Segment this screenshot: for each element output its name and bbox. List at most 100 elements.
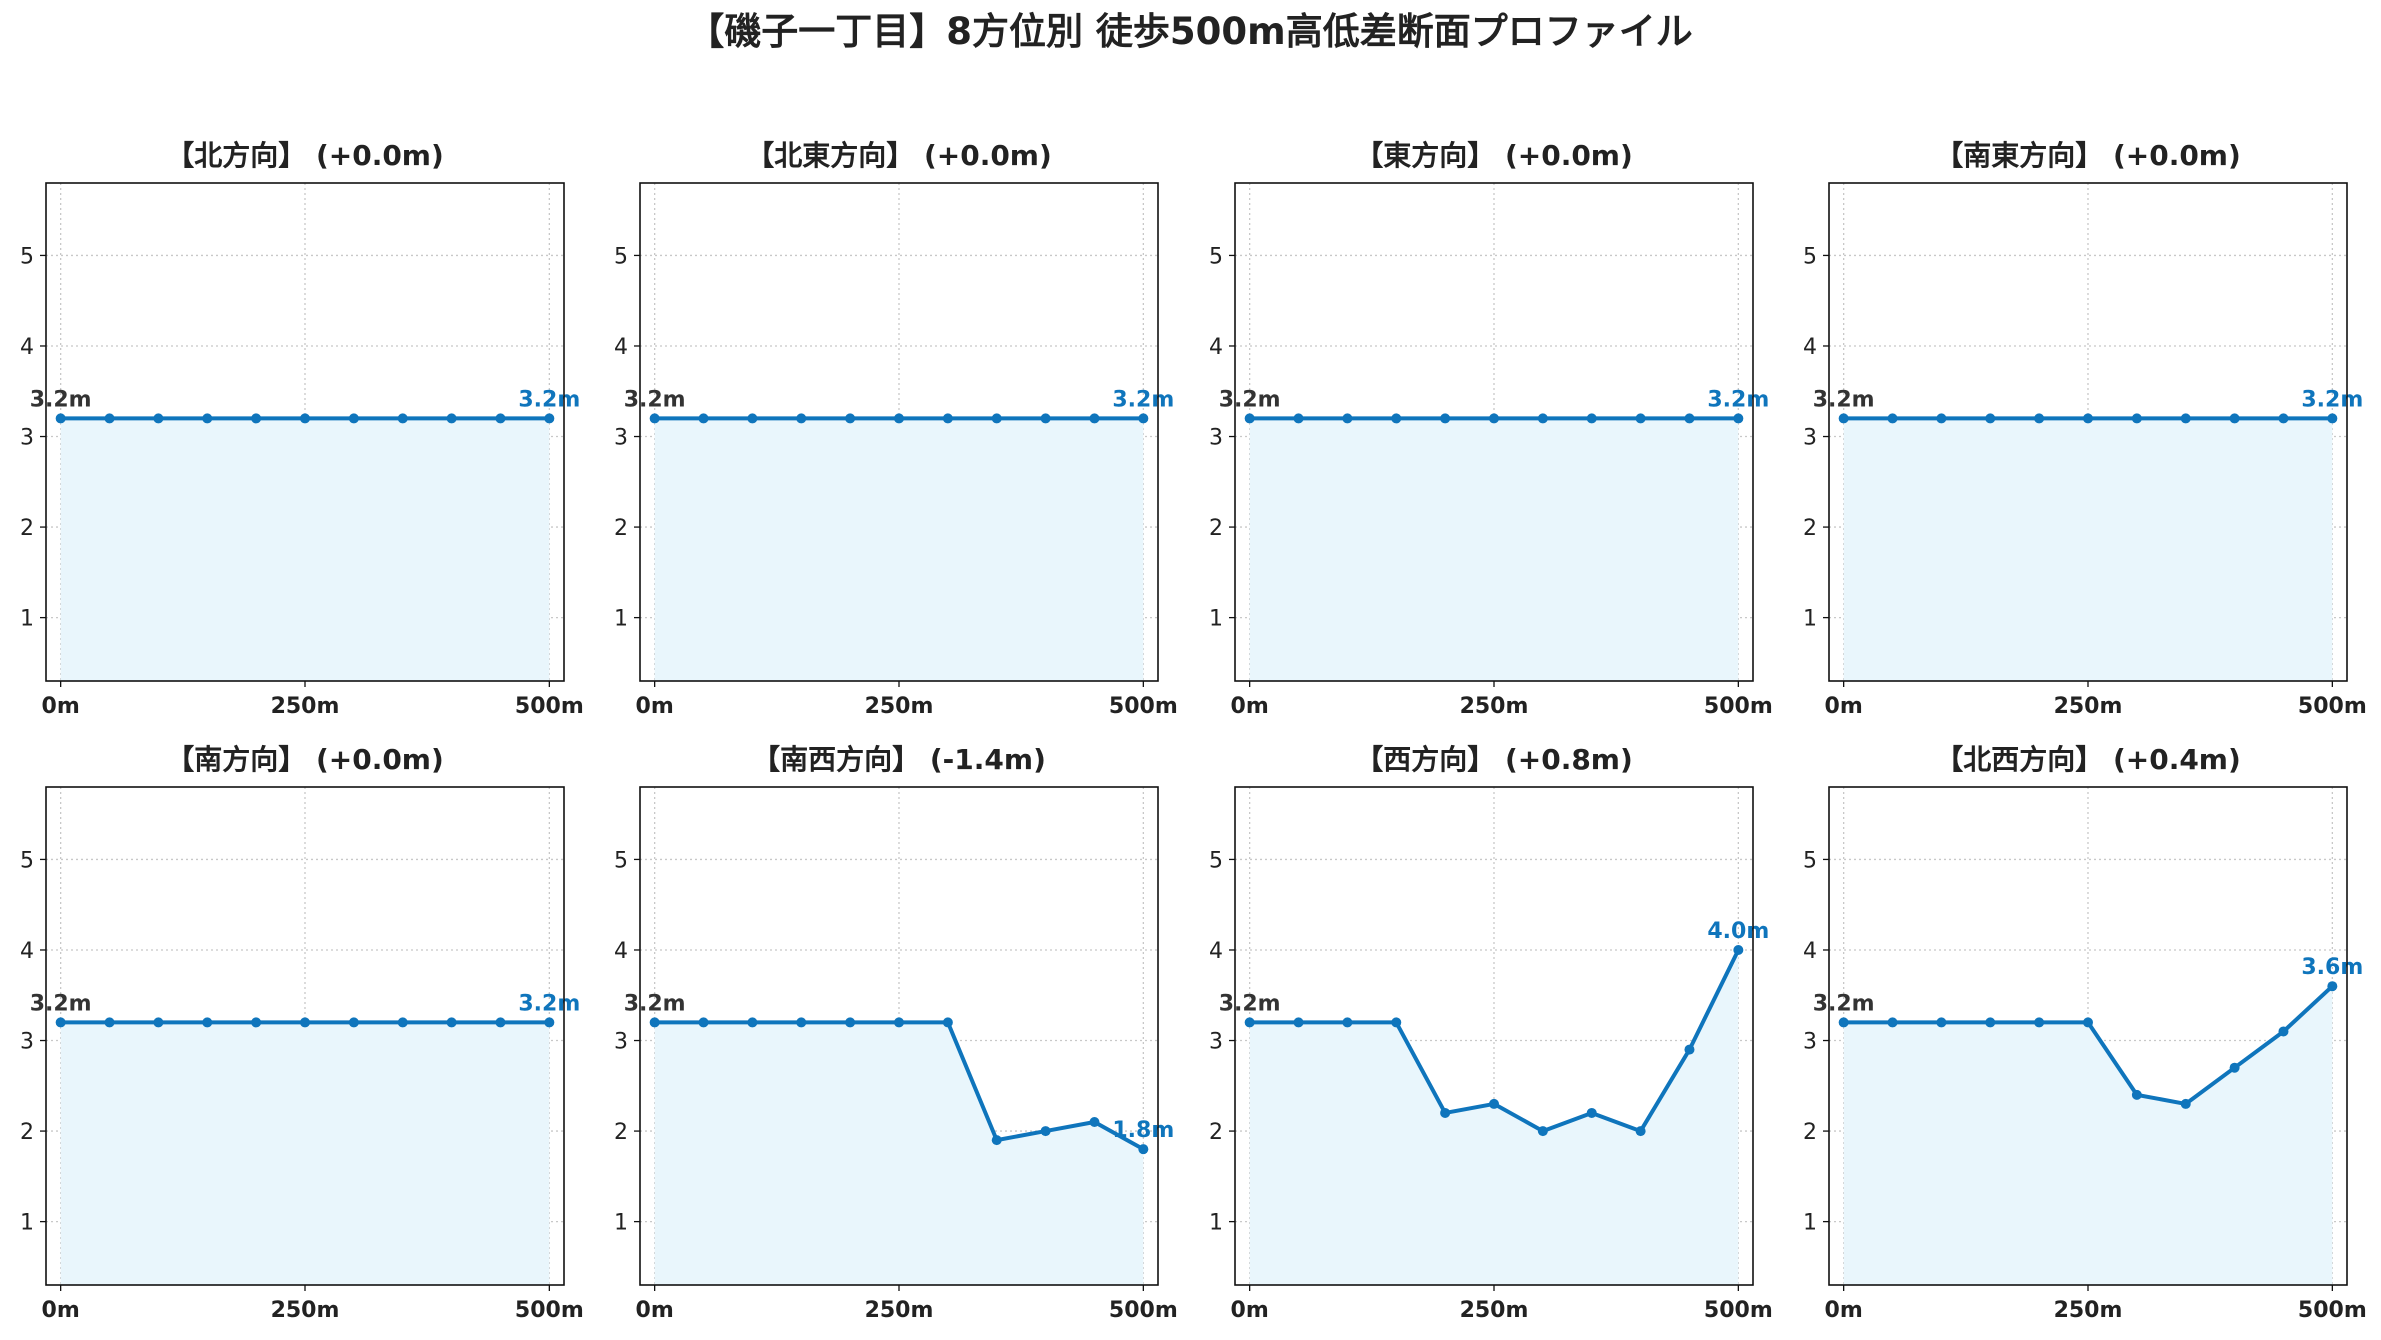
y-tick-label: 5 [1803,244,1817,269]
data-point [1040,413,1051,424]
x-tick-label: 0m [1231,1298,1269,1323]
data-point [1138,413,1149,424]
data-point [942,1017,953,1028]
data-point [348,413,359,424]
y-tick-label: 1 [20,1211,34,1236]
area-fill [654,1022,1144,1285]
profile-panel: 【南方向】 (+0.0m) 3.2m 3.2m 1 2 3 4 5 0m 250m 500m [20,743,584,1323]
data-point [1138,1144,1149,1155]
data-point [2229,1062,2240,1073]
data-point [649,413,660,424]
y-tick-label: 5 [1209,244,1223,269]
data-point [698,413,709,424]
x-tick-label: 0m [1825,694,1863,719]
data-point [251,413,262,424]
data-point [1635,1126,1646,1137]
data-point [1391,413,1402,424]
data-point [1635,413,1646,424]
y-tick-label: 3 [1803,426,1817,451]
data-point [1342,413,1353,424]
data-point [1089,413,1100,424]
data-point [1838,413,1849,424]
start-elevation-label: 3.2m [1219,991,1281,1016]
y-tick-label: 4 [1803,939,1817,964]
profile-panel: 【北西方向】 (+0.4m) 3.2m 3.6m 1 2 3 4 5 0m 250m 500m [1803,743,2367,1323]
x-tick-label: 250m [2054,1298,2123,1323]
data-point [1887,413,1898,424]
y-tick-label: 5 [614,848,628,873]
y-tick-label: 1 [1803,1211,1817,1236]
y-tick-label: 4 [20,939,34,964]
y-tick-label: 1 [614,1211,628,1236]
data-point [153,413,164,424]
y-tick-label: 2 [1803,1120,1817,1145]
start-elevation-label: 3.2m [624,991,686,1016]
panel-title: 【南方向】 (+0.0m) [166,743,444,776]
data-point [1489,1098,1499,1109]
data-point [991,413,1002,424]
start-elevation-label: 3.2m [30,387,92,412]
x-tick-label: 500m [1704,1298,1773,1323]
x-tick-label: 0m [636,694,674,719]
x-tick-label: 500m [1704,694,1773,719]
end-elevation-label: 3.2m [2301,387,2363,412]
data-point [544,413,555,424]
data-point [1537,1126,1548,1137]
data-point [1936,1017,1947,1028]
x-tick-label: 250m [865,1298,934,1323]
data-point [2034,413,2045,424]
x-tick-label: 250m [271,694,340,719]
x-tick-label: 250m [1460,1298,1529,1323]
y-tick-label: 5 [1803,848,1817,873]
x-tick-label: 250m [865,694,934,719]
y-tick-label: 2 [614,1120,628,1145]
area-fill [1249,949,1739,1285]
data-point [104,1017,115,1028]
data-point [845,413,856,424]
data-point [1293,413,1304,424]
data-point [1936,413,1947,424]
panel-title: 【南東方向】 (+0.0m) [1935,139,2241,172]
y-tick-label: 3 [614,426,628,451]
data-point [1040,1126,1051,1137]
data-point [446,1017,457,1028]
data-point [1342,1017,1353,1028]
data-point [2180,1098,2191,1109]
y-tick-label: 4 [614,335,628,360]
data-point [1244,413,1255,424]
data-point [1089,1117,1100,1128]
data-point [1733,944,1744,955]
x-tick-label: 500m [515,694,584,719]
area-fill [1843,986,2333,1285]
x-tick-label: 0m [42,694,80,719]
profile-panel: 【北方向】 (+0.0m) 3.2m 3.2m 1 2 3 4 5 0m 250m 500m [20,139,584,719]
end-elevation-label: 3.2m [1707,387,1769,412]
data-point [796,1017,807,1028]
data-point [1684,413,1695,424]
y-tick-label: 4 [20,335,34,360]
y-tick-label: 4 [1209,939,1223,964]
data-point [1985,413,1996,424]
profile-panel: 【東方向】 (+0.0m) 3.2m 3.2m 1 2 3 4 5 0m 250m 500m [1209,139,1773,719]
x-tick-label: 0m [42,1298,80,1323]
data-point [202,1017,213,1028]
end-elevation-label: 3.2m [518,991,580,1016]
y-tick-label: 3 [20,1030,34,1055]
data-point [1489,413,1499,424]
panel-title: 【北西方向】 (+0.4m) [1935,743,2241,776]
data-point [2327,981,2338,992]
x-tick-label: 500m [2298,694,2367,719]
data-point [397,1017,408,1028]
y-tick-label: 5 [20,848,34,873]
data-point [2180,413,2191,424]
y-tick-label: 2 [1209,516,1223,541]
y-tick-label: 1 [1803,607,1817,632]
panel-title: 【北東方向】 (+0.0m) [746,139,1052,172]
y-tick-label: 4 [614,939,628,964]
x-tick-label: 500m [1109,1298,1178,1323]
panel-title: 【東方向】 (+0.0m) [1355,139,1633,172]
data-point [894,413,904,424]
y-tick-label: 2 [1803,516,1817,541]
start-elevation-label: 3.2m [30,991,92,1016]
data-point [1440,1107,1451,1118]
